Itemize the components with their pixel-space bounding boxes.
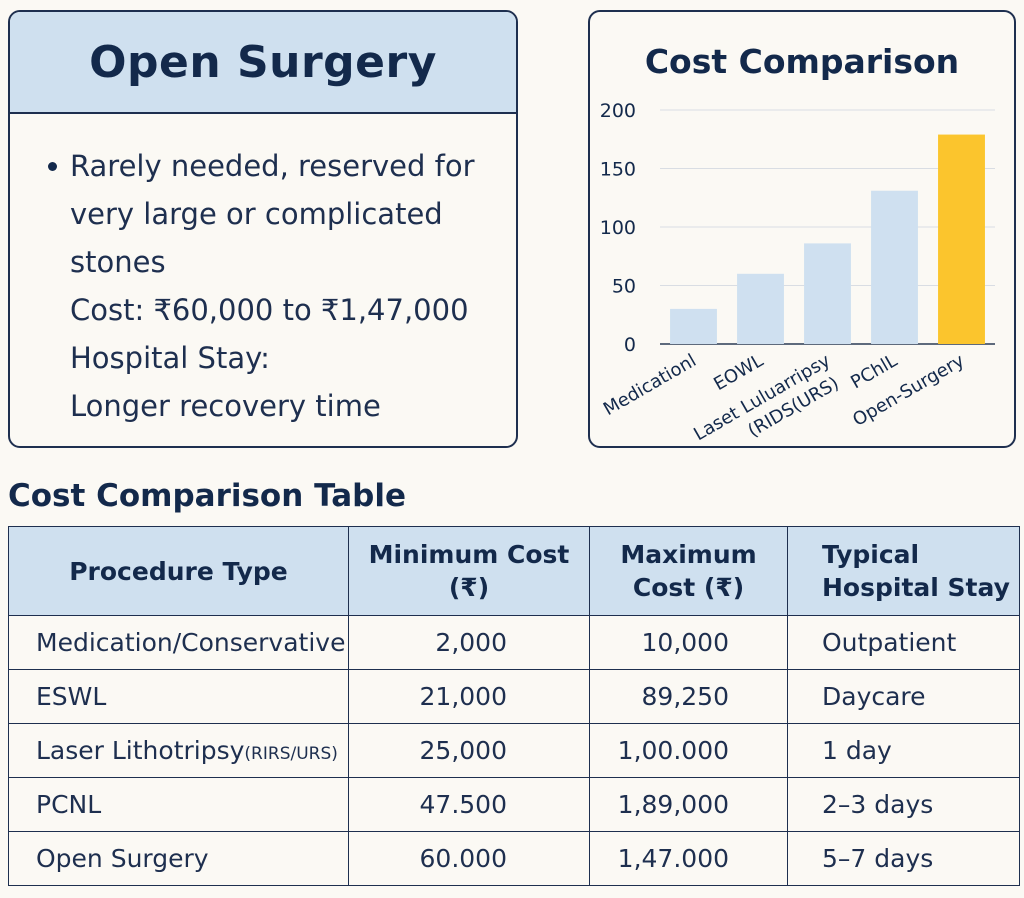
cell-min-cost: 25,000 — [348, 723, 590, 778]
cost-line: Cost: ₹60,000 to ₹1,47,000 — [70, 293, 469, 327]
header-hospital-stay: Typical Hospital Stay — [787, 526, 1020, 616]
cell-max-cost: 10,000 — [589, 615, 788, 670]
y-tick-label: 50 — [612, 276, 636, 298]
bar — [670, 308, 717, 344]
table-row: ESWL 21,000 89,250 Daycare — [8, 669, 1020, 724]
recovery-line: Longer recovery time — [70, 389, 381, 423]
card-header: Open Surgery — [10, 12, 516, 114]
header-min-cost: Minimum Cost (₹) — [348, 526, 590, 616]
x-tick-label: Laset Luluarripsy(RIDS(URS) — [690, 350, 842, 445]
card-line: Rarely needed, reserved for — [70, 149, 475, 183]
x-tick-label: Open-Surgery — [849, 350, 968, 431]
chart-title: Cost Comparison — [644, 42, 960, 81]
table-row: Laser Lithotripsy(RIRS/URS) 25,000 1,00.… — [8, 723, 1020, 778]
bar-highlight — [938, 134, 985, 344]
cell-max-cost: 1,00.000 — [589, 723, 788, 778]
card-line: stones — [70, 245, 166, 279]
card-line: very large or complicated — [70, 197, 443, 231]
bar — [804, 243, 851, 344]
y-tick-label: 150 — [600, 159, 636, 181]
cell-stay: 2–3 days — [787, 777, 1020, 832]
header-max-cost: Maximum Cost (₹) — [589, 526, 788, 616]
cell-stay: 1 day — [787, 723, 1020, 778]
bullet-icon — [48, 162, 57, 171]
chart-card: Cost Comparison 0 50 100 150 200 Medicationl E… — [588, 10, 1016, 448]
cell-min-cost: 2,000 — [348, 615, 590, 670]
cell-procedure: ESWL — [8, 669, 349, 724]
card-title: Open Surgery — [89, 36, 437, 88]
hospital-stay-label: Hospital Stay: — [70, 341, 270, 375]
cell-min-cost: 21,000 — [348, 669, 590, 724]
header-procedure: Procedure Type — [8, 526, 349, 616]
cell-max-cost: 1,47.000 — [589, 831, 788, 886]
cost-table: Procedure Type Minimum Cost (₹) Maximum Co… — [8, 526, 1020, 886]
cell-stay: Daycare — [787, 669, 1020, 724]
card-body: Rarely needed, reserved for very large o… — [10, 114, 516, 430]
cell-procedure: Open Surgery — [8, 831, 349, 886]
y-tick-label: 0 — [624, 334, 636, 356]
cell-stay: 5–7 days — [787, 831, 1020, 886]
procedure-note: (RIRS/URS) — [244, 744, 338, 764]
table-row: Open Surgery 60.000 1,47.000 5–7 days — [8, 831, 1020, 886]
cell-procedure: PCNL — [8, 777, 349, 832]
table-row: PCNL 47.500 1,89,000 2–3 days — [8, 777, 1020, 832]
cell-max-cost: 1,89,000 — [589, 777, 788, 832]
table-title: Cost Comparison Table — [8, 478, 407, 514]
x-tick-label-text: Open-Surgery — [849, 350, 968, 431]
x-tick-label-text: Medicationl — [600, 350, 700, 420]
table-row: Medication/Conservative 2,000 10,000 Out… — [8, 615, 1020, 670]
bar — [871, 190, 918, 344]
x-tick-label: Medicationl — [600, 350, 700, 420]
y-tick-label: 200 — [600, 100, 636, 122]
table-header-row: Procedure Type Minimum Cost (₹) Maximum Co… — [8, 526, 1020, 616]
open-surgery-card: Open Surgery Rarely needed, reserved for… — [8, 10, 518, 448]
cell-max-cost: 89,250 — [589, 669, 788, 724]
cell-procedure: Laser Lithotripsy(RIRS/URS) — [8, 723, 349, 778]
cell-stay: Outpatient — [787, 615, 1020, 670]
cell-min-cost: 60.000 — [348, 831, 590, 886]
bar — [737, 273, 784, 344]
cell-min-cost: 47.500 — [348, 777, 590, 832]
y-tick-label: 100 — [600, 217, 636, 239]
cell-procedure: Medication/Conservative — [8, 615, 349, 670]
